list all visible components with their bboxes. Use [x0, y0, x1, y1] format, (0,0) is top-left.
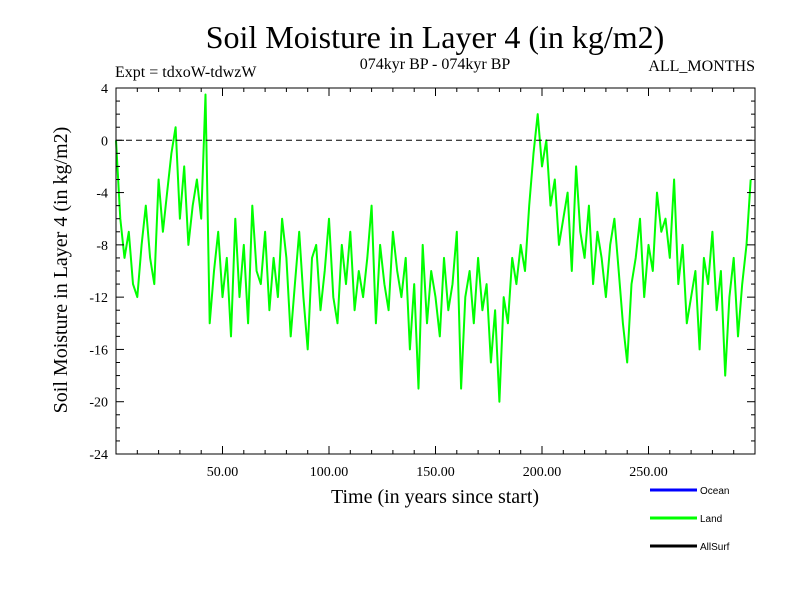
x-tick-label: 50.00 — [207, 465, 239, 480]
x-tick-label: 250.00 — [629, 465, 668, 480]
x-tick-label: 100.00 — [310, 465, 349, 480]
y-tick-label: -12 — [89, 291, 108, 306]
chart-subtitle-left: Expt = tdxoW-tdwzW — [115, 64, 257, 81]
x-axis-label: Time (in years since start) — [331, 486, 539, 508]
legend-label-land: Land — [700, 514, 722, 525]
legend-label-allsurf: AllSurf — [700, 542, 730, 553]
plot-series — [115, 93, 752, 403]
x-tick-label: 150.00 — [416, 465, 455, 480]
chart-subtitle-center: 074kyr BP - 074kyr BP — [360, 56, 511, 73]
x-tick-label: 200.00 — [523, 465, 562, 480]
series-land-line — [115, 93, 752, 403]
plot-frame — [115, 87, 756, 455]
axis-ticks — [116, 87, 755, 455]
chart-subtitle-right: ALL_MONTHS — [648, 58, 755, 75]
y-tick-label: 0 — [101, 134, 108, 149]
y-axis-label: Soil Moisture in Layer 4 (in kg/m2) — [50, 127, 72, 414]
y-tick-label: -20 — [89, 396, 108, 411]
y-tick-label: -24 — [89, 448, 108, 463]
y-axis-tick-labels: 4 0 -4 -8 -12 -16 -20 -24 — [89, 82, 108, 463]
legend: Ocean Land AllSurf — [650, 486, 730, 553]
y-tick-label: 4 — [101, 82, 108, 97]
y-tick-label: -4 — [96, 187, 108, 202]
x-axis-tick-labels: 50.00 100.00 150.00 200.00 250.00 — [207, 465, 668, 480]
y-tick-label: -8 — [96, 239, 108, 254]
legend-label-ocean: Ocean — [700, 486, 729, 497]
chart-title: Soil Moisture in Layer 4 (in kg/m2) — [206, 19, 665, 55]
y-tick-label: -16 — [89, 343, 108, 358]
